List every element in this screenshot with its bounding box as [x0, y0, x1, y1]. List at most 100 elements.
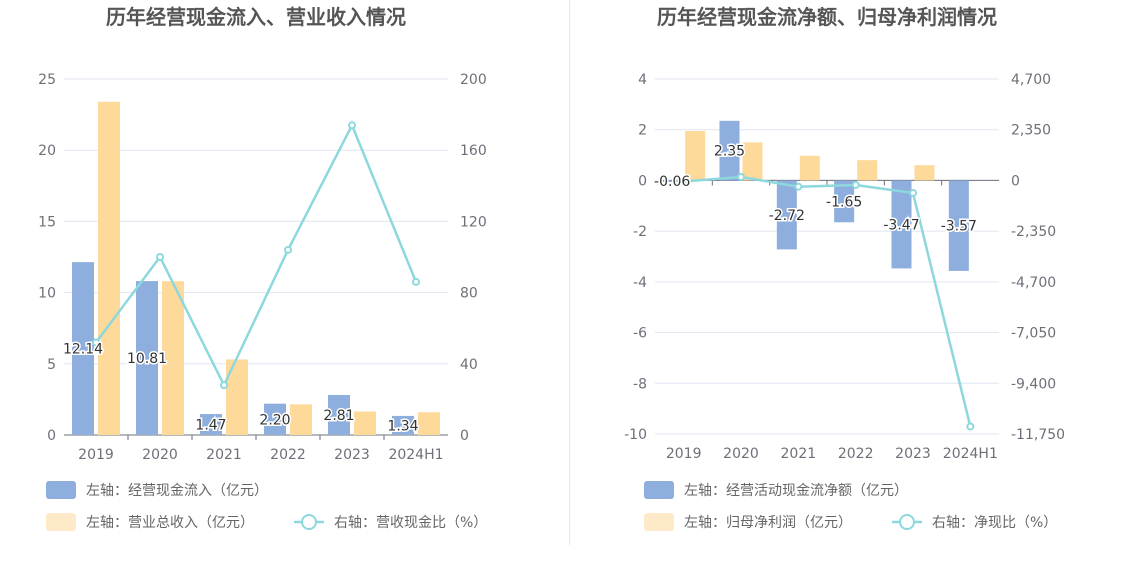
- data-label: 10.81: [127, 351, 167, 367]
- x-tick-label: 2024H1: [943, 446, 998, 462]
- line-point: [92, 338, 100, 347]
- chart-svg-netcash-profit: 历年经营现金流净额、归母净利润情况 -10 -11,750 -8 -9,400 -6 -7,…: [624, 5, 1065, 531]
- y-left-tick-label: 0: [638, 173, 647, 189]
- y-left-tick-label: -10: [624, 427, 647, 443]
- y-left-tick-label: 10: [38, 286, 56, 302]
- y-right-tick-label: 40: [460, 357, 478, 373]
- legend-label-bar-2: 左轴：营业总收入（亿元）: [86, 515, 254, 531]
- line-series: [683, 175, 972, 427]
- legend-label-bar-2: 左轴：归母净利润（亿元）: [684, 514, 852, 531]
- legend-label-bar-1: 左轴：经营现金流入（亿元）: [86, 483, 268, 499]
- bar-series-2: [418, 412, 440, 435]
- line-point: [909, 188, 917, 197]
- legend-line-marker: [301, 514, 317, 530]
- legend-swatch-bar-2: [644, 513, 674, 531]
- line-point: [348, 121, 356, 130]
- line-point: [412, 277, 420, 286]
- line-point: [794, 182, 803, 191]
- bar-series-1: [72, 262, 94, 435]
- legend-label-line: 右轴：净现比（%）: [932, 515, 1057, 531]
- line-point: [966, 422, 975, 431]
- bar-series-1: [948, 180, 969, 271]
- bar-series-1: [834, 180, 855, 223]
- bar-series-1: [392, 415, 414, 435]
- y-left-tick-label: 5: [47, 357, 56, 373]
- data-label: -3.47: [883, 217, 919, 233]
- bar-series-1: [264, 403, 286, 435]
- y-right-tick-label: -4,700: [1011, 275, 1056, 291]
- line-point: [737, 172, 745, 181]
- legend-line-marker: [899, 514, 915, 530]
- chart-panel-cashflow-revenue: 历年经营现金流入、营业收入情况 0 0 5 40 10 80 15 120 20 160 25 200 2…: [0, 0, 567, 582]
- x-tick-label: 2021: [781, 446, 817, 462]
- line-point: [284, 245, 292, 254]
- legend-swatch-bar-2: [46, 513, 76, 531]
- data-label: -0.06: [654, 174, 690, 190]
- y-right-tick-label: 0: [1011, 173, 1020, 189]
- bar-series-1: [776, 180, 797, 250]
- y-right-tick-label: 200: [460, 72, 487, 88]
- bar-series-2: [226, 359, 248, 435]
- data-label: 1.34: [387, 418, 418, 434]
- data-label: -2.72: [769, 208, 805, 224]
- bar-series-2: [685, 130, 706, 181]
- bar-series-1: [200, 414, 222, 435]
- y-right-tick-label: -11,750: [1011, 427, 1065, 443]
- x-tick-label: 2021: [206, 447, 242, 463]
- y-right-tick-label: -2,350: [1011, 224, 1056, 240]
- y-left-tick-label: -8: [633, 376, 647, 392]
- line-point: [220, 381, 228, 390]
- chart-svg-cashflow-revenue: 历年经营现金流入、营业收入情况 0 0 5 40 10 80 15 120 20 160 25 200 2…: [38, 5, 487, 531]
- y-right-tick-label: -7,050: [1011, 326, 1056, 342]
- x-tick-label: 2022: [838, 446, 874, 462]
- bar-series-1: [719, 120, 740, 181]
- x-tick-label: 2019: [78, 447, 114, 463]
- bar-series-1: [136, 281, 158, 435]
- data-label: -1.65: [826, 194, 862, 210]
- y-left-tick-label: 0: [47, 428, 56, 444]
- chart-title: 历年经营现金流入、营业收入情况: [106, 5, 406, 29]
- bar-series-2: [354, 411, 376, 435]
- x-tick-label: 2023: [334, 447, 370, 463]
- y-left-tick-label: 25: [38, 72, 56, 88]
- bar-series-1: [662, 180, 683, 182]
- x-tick-label: 2019: [666, 446, 702, 462]
- bar-series-1: [891, 180, 912, 269]
- bar-series-1: [328, 394, 350, 435]
- y-left-tick-label: -6: [633, 326, 647, 342]
- legend-swatch-bar-1: [46, 481, 76, 499]
- line-point: [679, 177, 688, 186]
- bar-series-2: [857, 160, 878, 181]
- bar-series-2: [742, 142, 763, 181]
- x-tick-label: 2023: [895, 446, 931, 462]
- line-series: [94, 122, 418, 389]
- data-label: 12.14: [63, 342, 103, 358]
- data-label: -3.57: [941, 219, 977, 235]
- legend-swatch-bar-1: [644, 481, 674, 499]
- x-tick-label: 2022: [270, 447, 306, 463]
- data-label: 1.47: [195, 418, 226, 434]
- y-left-tick-label: 2: [638, 123, 647, 139]
- data-label: 2.81: [323, 408, 354, 424]
- y-right-tick-label: 0: [460, 428, 469, 444]
- bar-series-2: [799, 155, 820, 181]
- x-tick-label: 2020: [723, 446, 759, 462]
- y-right-tick-label: 160: [460, 143, 487, 159]
- y-left-tick-label: 15: [38, 214, 56, 230]
- legend-label-bar-1: 左轴：经营活动现金流净额（亿元）: [684, 483, 908, 499]
- chart-title: 历年经营现金流净额、归母净利润情况: [657, 5, 997, 29]
- bar-series-2: [290, 404, 312, 435]
- data-label: 2.20: [259, 412, 290, 428]
- bar-series-2: [914, 165, 935, 181]
- y-right-tick-label: 80: [460, 286, 478, 302]
- chart-panel-netcash-profit: 历年经营现金流净额、归母净利润情况 -10 -11,750 -8 -9,400 -6 -7,…: [567, 0, 1134, 582]
- y-right-tick-label: 4,700: [1011, 72, 1051, 88]
- x-tick-label: 2024H1: [388, 447, 443, 463]
- y-right-tick-label: -9,400: [1011, 376, 1056, 392]
- y-left-tick-label: 4: [638, 72, 647, 88]
- y-left-tick-label: -2: [633, 224, 647, 240]
- y-right-tick-label: 120: [460, 214, 487, 230]
- y-right-tick-label: 2,350: [1011, 123, 1051, 139]
- data-label: 2.35: [714, 144, 745, 160]
- line-point: [156, 253, 164, 261]
